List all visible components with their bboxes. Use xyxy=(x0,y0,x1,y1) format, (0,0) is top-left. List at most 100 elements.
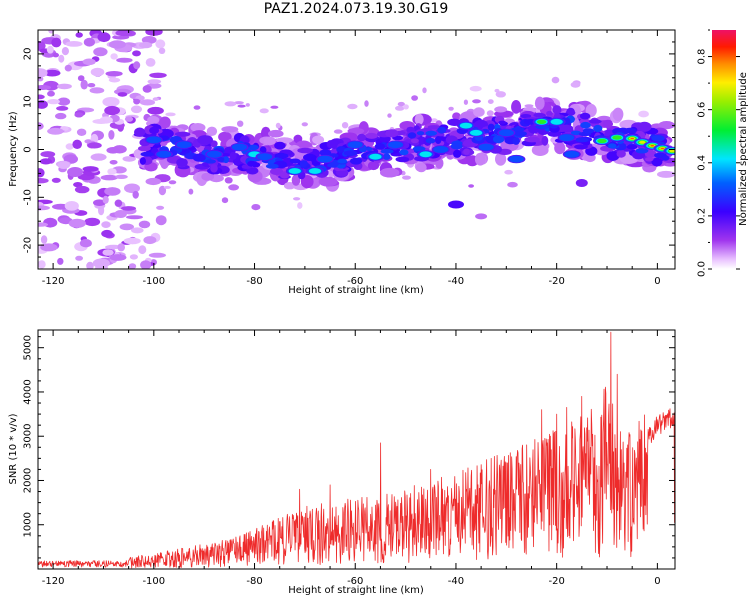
ridge-body xyxy=(149,126,160,134)
spectral-peak xyxy=(387,141,404,149)
ridge-core xyxy=(407,132,417,139)
noise-cell xyxy=(270,105,279,109)
noise-cell xyxy=(92,258,110,269)
noise-cell xyxy=(168,180,177,185)
noise-cell xyxy=(73,182,83,188)
snr-ylabel: SNR (10 * v/v) xyxy=(8,413,19,484)
snr-ytick-label: 4000 xyxy=(23,379,34,404)
noise-cell xyxy=(237,104,246,108)
ridge-halo xyxy=(657,170,675,178)
spectral-peak xyxy=(308,168,322,174)
ridge-body xyxy=(427,125,441,130)
noise-cell xyxy=(228,184,240,191)
noise-cell xyxy=(57,161,70,170)
noise-cell xyxy=(51,37,62,48)
noise-cell xyxy=(89,87,105,94)
ridge-core xyxy=(217,157,225,162)
ridge-body xyxy=(197,135,214,145)
ridge-core xyxy=(350,157,362,165)
snr-xlabel: Height of straight line (km) xyxy=(288,585,424,596)
noise-cell xyxy=(275,122,281,129)
snr-series-line xyxy=(38,331,675,569)
noise-cell xyxy=(145,177,162,186)
ridge-body xyxy=(210,140,218,148)
ridge-body xyxy=(210,164,218,173)
ridge-core xyxy=(437,126,447,134)
noise-cell xyxy=(117,92,128,97)
spectral-peak xyxy=(459,122,473,129)
ridge-body xyxy=(644,157,654,162)
ridge-core xyxy=(626,144,638,150)
ridge-halo xyxy=(221,126,239,133)
ridge-body xyxy=(229,151,237,160)
noise-cell xyxy=(152,97,159,101)
noise-cell xyxy=(122,156,136,162)
ridge-halo xyxy=(612,107,624,122)
noise-cell xyxy=(74,185,90,194)
ridge-halo xyxy=(531,144,549,156)
ridge-core xyxy=(425,130,438,136)
noise-cell xyxy=(101,221,111,229)
noise-cell xyxy=(147,79,162,84)
ridge-halo xyxy=(312,135,325,145)
noise-cell xyxy=(133,98,141,105)
snr-plot-area xyxy=(38,331,675,569)
spectral-peak xyxy=(369,153,382,160)
snr-frame xyxy=(37,329,676,570)
ridge-body xyxy=(541,135,549,146)
noise-cell xyxy=(51,177,61,183)
snr-xtick-label: -20 xyxy=(548,576,564,587)
ridge-halo xyxy=(318,176,338,187)
noise-cell xyxy=(87,83,96,88)
noise-cell xyxy=(82,166,99,172)
noise-cell xyxy=(75,255,83,261)
noise-cell xyxy=(237,120,244,127)
isolated-patch xyxy=(448,200,464,209)
spectral-peak xyxy=(597,138,607,144)
ridge-core xyxy=(343,150,358,156)
ridge-core xyxy=(608,143,617,149)
ridge-core xyxy=(635,148,649,154)
noise-cell xyxy=(77,75,85,82)
ridge-body xyxy=(134,127,146,137)
noise-cell xyxy=(570,81,581,88)
ridge-core xyxy=(380,149,394,154)
spectral-peak xyxy=(347,141,363,149)
spectral-peak xyxy=(257,153,273,161)
noise-cell xyxy=(114,210,127,218)
spectral-peak xyxy=(288,168,301,174)
ridge-halo xyxy=(201,172,215,181)
colorbar xyxy=(712,30,736,269)
spectral-peak xyxy=(317,155,333,163)
ridge-halo xyxy=(658,121,675,130)
ridge-body xyxy=(246,167,259,175)
spectral-peak xyxy=(231,143,247,151)
ridge-body xyxy=(533,113,546,118)
snr-xtick-label: -60 xyxy=(347,576,363,587)
noise-cell xyxy=(364,100,369,107)
colorbar-tick-label: 0.2 xyxy=(697,208,708,224)
spectrogram-xtick-label: -120 xyxy=(42,276,65,287)
ridge-body xyxy=(524,136,540,143)
ridge-core xyxy=(511,127,525,132)
ridge-core xyxy=(416,131,425,136)
noise-cell xyxy=(165,112,176,117)
ridge-halo xyxy=(495,152,507,166)
ridge-body xyxy=(606,151,620,161)
ridge-core xyxy=(450,142,463,150)
ridge-core xyxy=(492,135,505,144)
ridge-core xyxy=(275,153,289,159)
spectral-peak xyxy=(206,150,222,158)
spectrogram-ylabel: Frequency (Hz) xyxy=(8,111,19,187)
ridge-core xyxy=(487,123,495,131)
noise-cell xyxy=(163,185,171,189)
noise-cell xyxy=(90,67,105,77)
noise-cell xyxy=(524,104,534,108)
spectrogram-ytick-label: -10 xyxy=(23,189,34,205)
ridge-body xyxy=(395,156,410,163)
spectral-peak xyxy=(639,140,646,144)
snr-xtick-label: -120 xyxy=(42,576,65,587)
noise-cell xyxy=(463,99,468,105)
ridge-halo xyxy=(190,123,206,132)
noise-cell xyxy=(142,85,152,93)
